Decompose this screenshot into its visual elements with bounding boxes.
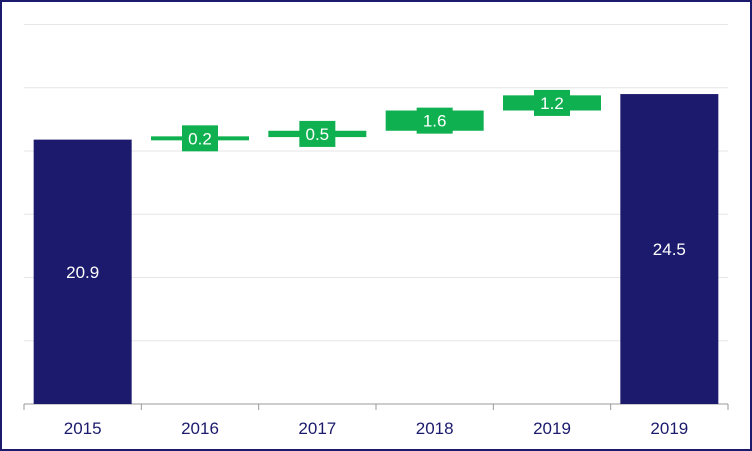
x-tick-label: 2019 — [533, 419, 571, 438]
bar-value-label: 24.5 — [653, 240, 686, 259]
bar-value-label: 0.5 — [306, 125, 330, 144]
x-tick-label: 2019 — [650, 419, 688, 438]
total-bar — [33, 139, 132, 405]
x-tick-label: 2018 — [416, 419, 454, 438]
bar-value-label: 20.9 — [66, 263, 99, 282]
bar-value-label: 1.2 — [540, 94, 564, 113]
x-tick-label: 2016 — [181, 419, 219, 438]
x-tick-label: 2017 — [298, 419, 336, 438]
bar-label-box — [299, 120, 336, 147]
bar-label-box — [416, 107, 453, 134]
total-bar — [620, 94, 719, 404]
bar-label-box — [534, 89, 570, 116]
bar-value-label: 0.2 — [188, 129, 212, 148]
bar-label-box — [182, 125, 218, 152]
bar-value-label: 1.6 — [423, 112, 447, 131]
x-tick-label: 2015 — [64, 419, 102, 438]
